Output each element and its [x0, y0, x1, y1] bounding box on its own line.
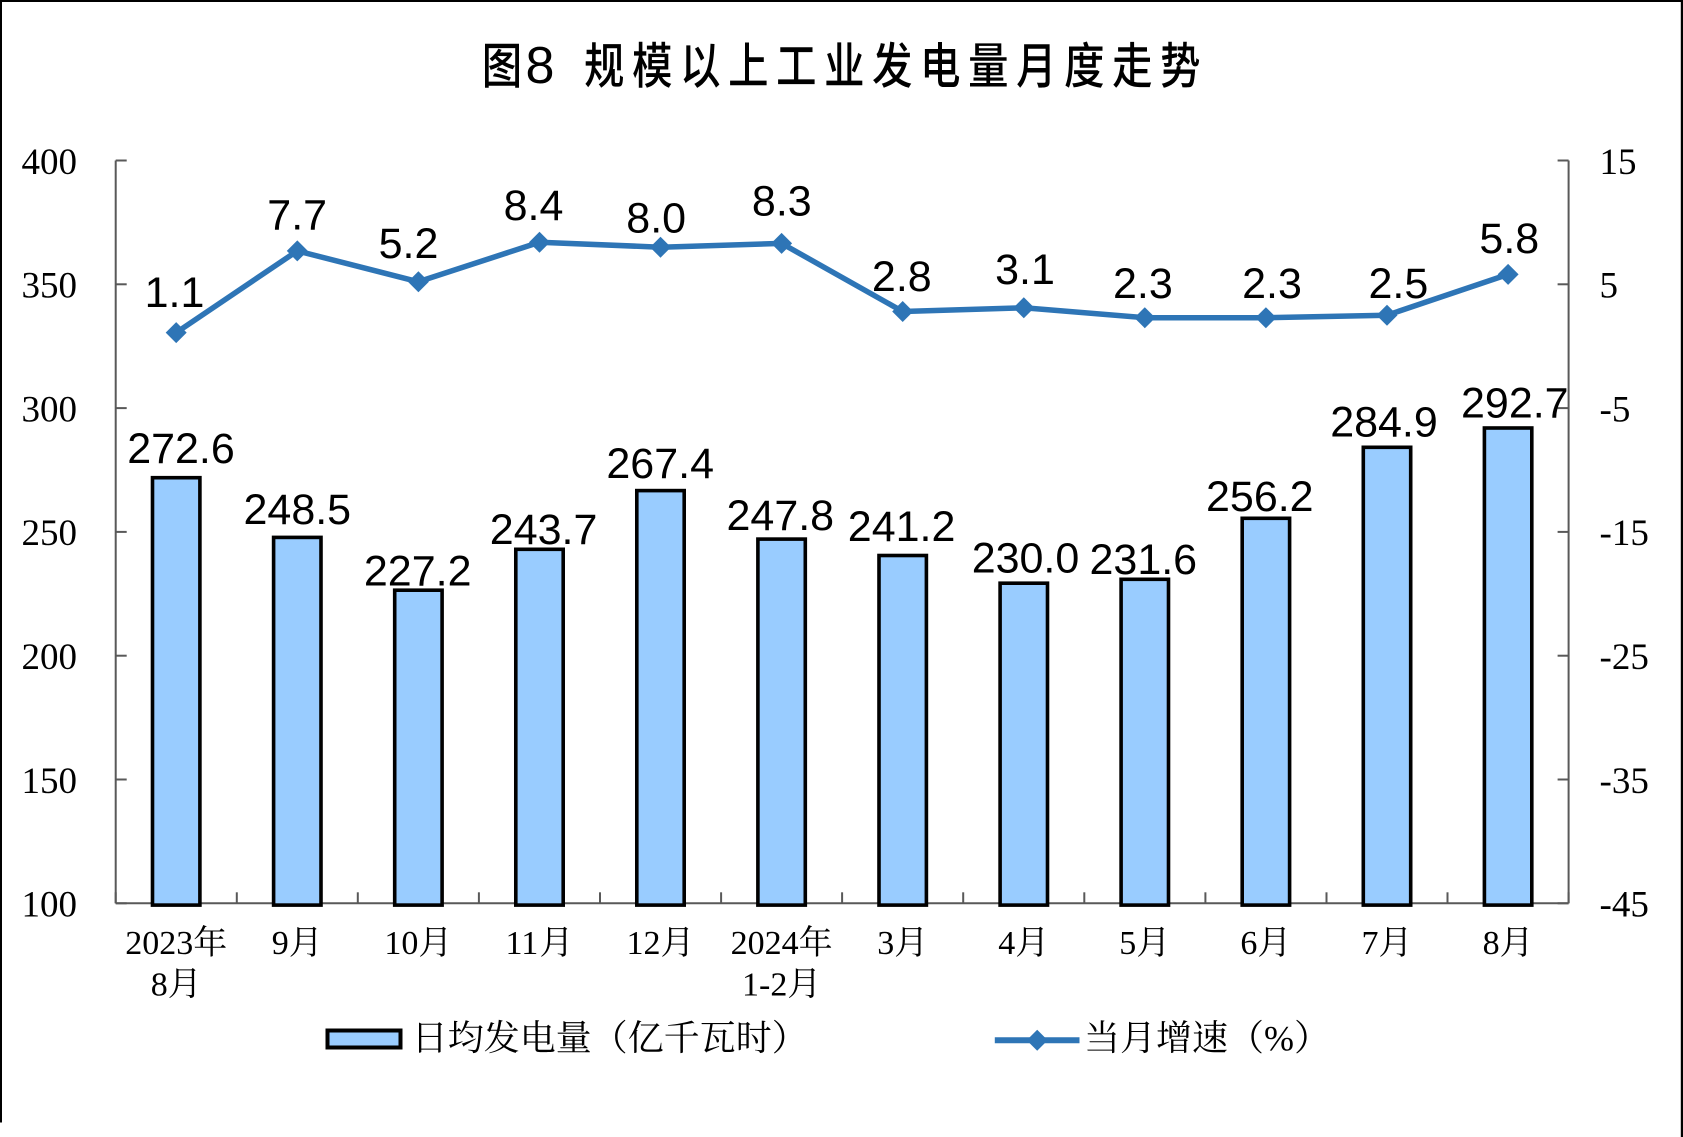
svg-text:8: 8: [1483, 925, 1500, 962]
svg-text:8.3: 8.3: [752, 178, 812, 226]
svg-text:292.7: 292.7: [1461, 380, 1569, 428]
svg-text:7: 7: [1362, 925, 1379, 962]
svg-text:2.5: 2.5: [1369, 260, 1429, 308]
svg-text:12: 12: [627, 925, 661, 962]
svg-text:231.6: 231.6: [1089, 536, 1197, 584]
svg-text:10: 10: [384, 925, 418, 962]
svg-text:8.4: 8.4: [504, 182, 564, 230]
svg-text:-45: -45: [1600, 885, 1649, 926]
svg-text:150: 150: [22, 761, 78, 802]
svg-text:-25: -25: [1600, 637, 1649, 678]
svg-text:284.9: 284.9: [1330, 399, 1438, 447]
svg-text:200: 200: [22, 637, 78, 678]
svg-text:1.1: 1.1: [145, 269, 205, 317]
svg-text:243.7: 243.7: [490, 506, 598, 554]
svg-text:3.1: 3.1: [995, 246, 1055, 294]
svg-text:300: 300: [22, 389, 78, 430]
svg-text:5.8: 5.8: [1479, 215, 1539, 263]
svg-text:4: 4: [998, 925, 1015, 962]
svg-text:7.7: 7.7: [267, 191, 327, 239]
svg-text:100: 100: [22, 885, 78, 926]
svg-text:-5: -5: [1600, 389, 1631, 430]
svg-text:256.2: 256.2: [1206, 473, 1314, 521]
svg-text:272.6: 272.6: [127, 425, 235, 473]
svg-text:267.4: 267.4: [606, 440, 714, 488]
svg-text:350: 350: [22, 266, 78, 307]
svg-text:-35: -35: [1600, 761, 1649, 802]
svg-text:2.3: 2.3: [1113, 260, 1173, 308]
svg-text:8: 8: [526, 37, 555, 95]
svg-text:400: 400: [22, 142, 78, 183]
svg-text:11: 11: [506, 925, 539, 962]
svg-text:6: 6: [1240, 925, 1257, 962]
svg-text:5: 5: [1600, 266, 1619, 307]
svg-text:3: 3: [877, 925, 894, 962]
svg-text:2.3: 2.3: [1242, 260, 1302, 308]
svg-text:247.8: 247.8: [726, 492, 834, 540]
svg-text:8: 8: [151, 966, 168, 1003]
svg-text:241.2: 241.2: [848, 503, 956, 551]
svg-text:250: 250: [22, 513, 78, 554]
svg-text:5: 5: [1119, 925, 1136, 962]
svg-text:5.2: 5.2: [379, 220, 439, 268]
svg-text:1-2: 1-2: [742, 966, 787, 1003]
svg-text:-15: -15: [1600, 513, 1649, 554]
svg-text:230.0: 230.0: [972, 534, 1080, 582]
svg-text:2024: 2024: [731, 925, 799, 962]
svg-text:8.0: 8.0: [626, 195, 686, 243]
svg-text:%: %: [1264, 1018, 1294, 1058]
svg-text:227.2: 227.2: [364, 547, 472, 595]
svg-text:9: 9: [272, 925, 289, 962]
svg-text:2.8: 2.8: [872, 253, 932, 301]
svg-text:15: 15: [1600, 142, 1637, 183]
svg-text:248.5: 248.5: [243, 486, 351, 534]
svg-text:2023: 2023: [125, 925, 193, 962]
